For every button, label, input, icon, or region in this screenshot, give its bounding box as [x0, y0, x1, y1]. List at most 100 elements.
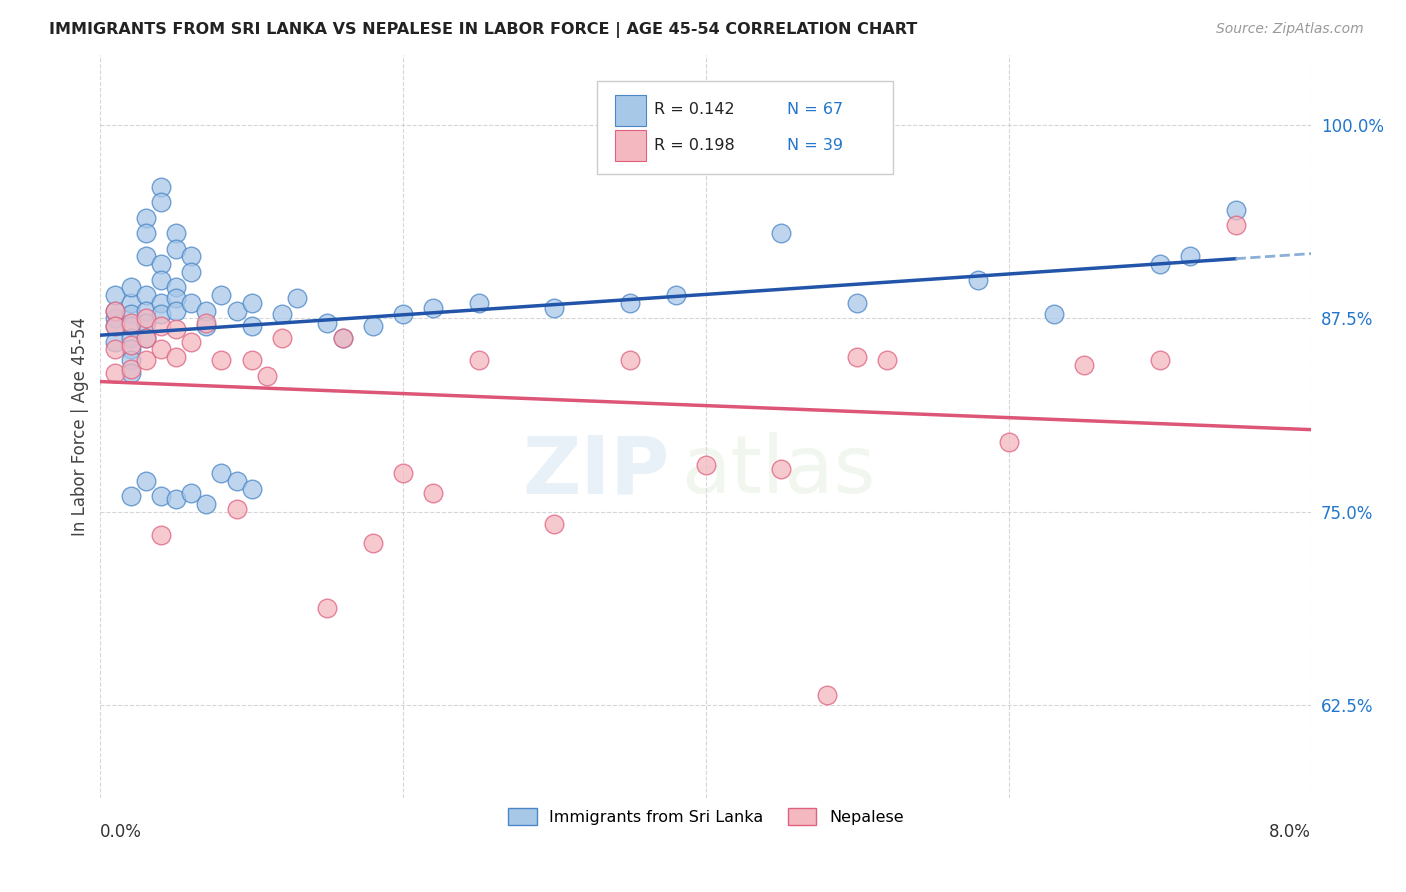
- Point: [209, 466, 232, 480]
- Point: [120, 331, 142, 345]
- Point: [149, 490, 172, 504]
- Point: [619, 296, 641, 310]
- Point: [195, 319, 218, 334]
- Point: [815, 688, 838, 702]
- FancyBboxPatch shape: [596, 81, 893, 174]
- Text: 0.0%: 0.0%: [100, 823, 142, 841]
- Point: [120, 319, 142, 334]
- Point: [149, 273, 172, 287]
- Point: [120, 362, 142, 376]
- Point: [120, 307, 142, 321]
- Point: [240, 296, 263, 310]
- Point: [120, 337, 142, 351]
- Point: [543, 517, 565, 532]
- Point: [104, 311, 127, 326]
- Point: [846, 350, 869, 364]
- Point: [165, 322, 187, 336]
- Point: [165, 242, 187, 256]
- Point: [135, 311, 157, 326]
- Point: [195, 316, 218, 330]
- Point: [104, 343, 127, 357]
- Point: [361, 319, 384, 334]
- Point: [104, 366, 127, 380]
- Text: R = 0.198: R = 0.198: [654, 137, 734, 153]
- Point: [180, 265, 202, 279]
- Point: [180, 249, 202, 263]
- Point: [104, 303, 127, 318]
- Point: [120, 316, 142, 330]
- Point: [135, 288, 157, 302]
- Point: [149, 296, 172, 310]
- Point: [967, 273, 990, 287]
- Point: [392, 307, 415, 321]
- Point: [165, 303, 187, 318]
- FancyBboxPatch shape: [614, 130, 647, 161]
- Point: [165, 291, 187, 305]
- Point: [135, 353, 157, 368]
- Point: [120, 353, 142, 368]
- Point: [1225, 202, 1247, 217]
- Point: [135, 474, 157, 488]
- Point: [120, 343, 142, 357]
- Point: [770, 461, 793, 475]
- Point: [225, 501, 247, 516]
- Point: [997, 435, 1019, 450]
- Point: [104, 303, 127, 318]
- Point: [149, 179, 172, 194]
- Point: [209, 353, 232, 368]
- Point: [149, 319, 172, 334]
- Point: [120, 280, 142, 294]
- Point: [1178, 249, 1201, 263]
- Point: [225, 303, 247, 318]
- Point: [135, 316, 157, 330]
- Point: [1149, 257, 1171, 271]
- Point: [165, 492, 187, 507]
- Point: [180, 486, 202, 500]
- Point: [120, 490, 142, 504]
- Point: [180, 334, 202, 349]
- Point: [256, 368, 278, 383]
- Point: [149, 343, 172, 357]
- Point: [149, 307, 172, 321]
- Point: [165, 350, 187, 364]
- Point: [240, 353, 263, 368]
- Legend: Immigrants from Sri Lanka, Nepalese: Immigrants from Sri Lanka, Nepalese: [502, 802, 910, 831]
- Text: N = 67: N = 67: [787, 102, 844, 117]
- Point: [422, 301, 444, 315]
- Point: [1043, 307, 1066, 321]
- Point: [422, 486, 444, 500]
- Point: [149, 195, 172, 210]
- Text: N = 39: N = 39: [787, 137, 844, 153]
- Text: ZIP: ZIP: [522, 433, 669, 510]
- Text: 8.0%: 8.0%: [1270, 823, 1312, 841]
- Point: [104, 288, 127, 302]
- Point: [209, 288, 232, 302]
- Point: [332, 331, 354, 345]
- Point: [695, 458, 717, 473]
- Point: [120, 366, 142, 380]
- Point: [165, 280, 187, 294]
- Point: [876, 353, 898, 368]
- Point: [316, 600, 339, 615]
- Point: [135, 249, 157, 263]
- Point: [240, 319, 263, 334]
- Point: [1073, 358, 1095, 372]
- Point: [316, 316, 339, 330]
- Point: [285, 291, 308, 305]
- Text: IMMIGRANTS FROM SRI LANKA VS NEPALESE IN LABOR FORCE | AGE 45-54 CORRELATION CHA: IMMIGRANTS FROM SRI LANKA VS NEPALESE IN…: [49, 22, 918, 38]
- Point: [332, 331, 354, 345]
- Point: [240, 482, 263, 496]
- Point: [135, 226, 157, 240]
- Point: [468, 353, 491, 368]
- Point: [468, 296, 491, 310]
- Point: [271, 307, 294, 321]
- Point: [180, 296, 202, 310]
- Point: [120, 296, 142, 310]
- Point: [361, 536, 384, 550]
- Point: [149, 257, 172, 271]
- Point: [165, 226, 187, 240]
- Text: R = 0.142: R = 0.142: [654, 102, 734, 117]
- Point: [543, 301, 565, 315]
- Point: [104, 334, 127, 349]
- Point: [664, 288, 686, 302]
